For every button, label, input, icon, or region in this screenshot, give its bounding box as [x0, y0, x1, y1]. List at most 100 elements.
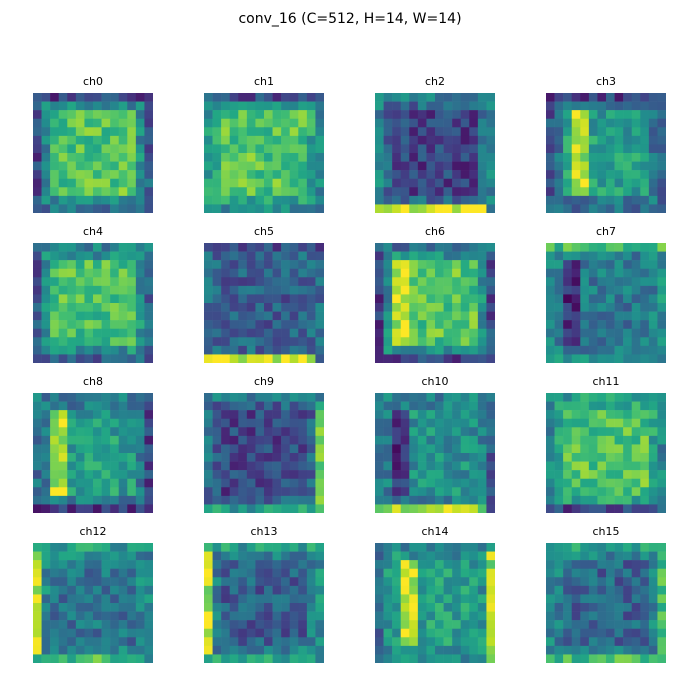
heatmap-cell	[554, 560, 564, 570]
heatmap-cell	[255, 101, 265, 111]
heatmap-cell	[246, 594, 256, 604]
heatmap-cell	[606, 178, 615, 188]
heatmap-cell	[298, 393, 308, 402]
heatmap-cell	[127, 401, 137, 411]
heatmap-cell	[289, 320, 299, 330]
heatmap-cell	[229, 427, 239, 437]
heatmap-cell	[101, 135, 111, 145]
heatmap-cell	[563, 478, 573, 488]
heatmap-cell	[255, 478, 265, 488]
heatmap-cell	[648, 444, 658, 454]
heatmap-cell	[486, 354, 495, 363]
heatmap-cell	[443, 620, 453, 630]
heatmap-cell	[238, 543, 248, 552]
heatmap-cell	[264, 487, 273, 497]
heatmap-cell	[588, 401, 598, 411]
heatmap-cell	[127, 410, 137, 420]
heatmap-cell	[606, 551, 615, 561]
heatmap-cell	[127, 637, 137, 647]
heatmap-cell	[546, 285, 555, 295]
heatmap-cell	[118, 161, 128, 171]
heatmap-cell	[58, 495, 68, 505]
heatmap-cell	[238, 294, 248, 304]
heatmap-cell	[563, 195, 573, 205]
heatmap-cell	[588, 170, 598, 180]
heatmap-cell	[435, 118, 444, 128]
heatmap-cell	[212, 551, 222, 561]
heatmap-cell	[546, 144, 555, 154]
heatmap-cell	[84, 427, 94, 437]
heatmap-cell	[75, 504, 85, 513]
heatmap-cell	[597, 504, 607, 513]
heatmap-cell	[375, 401, 384, 411]
heatmap-cell	[246, 93, 256, 102]
heatmap-cell	[477, 495, 487, 505]
heatmap-cell	[238, 551, 248, 561]
heatmap-cell	[409, 453, 419, 462]
heatmap-cell	[84, 654, 94, 663]
heatmap-cell	[640, 645, 650, 655]
panel-title: ch13	[250, 525, 278, 538]
heatmap-cell	[67, 187, 77, 197]
heatmap-cell	[400, 320, 410, 330]
heatmap-cell	[571, 118, 581, 128]
heatmap-cell	[623, 243, 633, 252]
heatmap-cell	[392, 260, 402, 270]
heatmap-cell	[443, 393, 453, 402]
heatmap-cell	[588, 135, 598, 145]
heatmap-cell	[477, 654, 487, 663]
heatmap-cell	[110, 285, 120, 295]
heatmap-cell	[306, 654, 316, 663]
heatmap-cell	[298, 178, 308, 188]
heatmap-cell	[281, 603, 291, 612]
heatmap-cell	[315, 110, 324, 120]
heatmap-cell	[204, 560, 213, 570]
heatmap-cell	[375, 611, 384, 621]
heatmap-cell	[580, 161, 590, 171]
heatmap-cell	[212, 170, 222, 180]
heatmap-cell	[238, 187, 248, 197]
heatmap-cell	[443, 603, 453, 612]
heatmap-cell	[597, 568, 607, 578]
heatmap-cell	[289, 453, 299, 462]
heatmap-cell	[264, 243, 273, 252]
heatmap-cell	[135, 195, 145, 205]
heatmap-cell	[204, 453, 213, 462]
heatmap-cell	[580, 401, 590, 411]
heatmap-cell	[118, 118, 128, 128]
heatmap-cell	[640, 577, 650, 587]
heatmap-cell	[58, 110, 68, 120]
heatmap-cell	[383, 435, 393, 445]
heatmap-cell	[657, 410, 666, 420]
heatmap-cell	[127, 418, 137, 428]
heatmap-cell	[33, 568, 42, 578]
heatmap-cell	[580, 285, 590, 295]
heatmap-cell	[623, 410, 633, 420]
heatmap-cell	[84, 294, 94, 304]
heatmap-cell	[452, 204, 462, 213]
heatmap-cell	[546, 135, 555, 145]
heatmap-cell	[238, 487, 248, 497]
heatmap-cell	[144, 543, 153, 552]
heatmap-cell	[110, 243, 120, 252]
heatmap-cell	[460, 204, 470, 213]
heatmap-cell	[614, 127, 624, 137]
heatmap-cell	[41, 268, 51, 278]
heatmap-cell	[597, 268, 607, 278]
heatmap-cell	[246, 543, 256, 552]
heatmap-cell	[460, 495, 470, 505]
heatmap-cell	[41, 594, 51, 604]
heatmap-cell	[33, 285, 42, 295]
heatmap-cell	[246, 328, 256, 338]
heatmap-cell	[41, 654, 51, 663]
heatmap-cell	[657, 303, 666, 312]
heatmap-cell	[400, 577, 410, 587]
heatmap-cell	[452, 543, 462, 552]
heatmap-cell	[392, 277, 402, 287]
heatmap-cell	[606, 161, 615, 171]
heatmap-cell	[571, 551, 581, 561]
heatmap-cell	[41, 93, 51, 102]
heatmap-cell	[443, 654, 453, 663]
heatmap-cell	[67, 543, 77, 552]
heatmap-cell	[435, 645, 444, 655]
